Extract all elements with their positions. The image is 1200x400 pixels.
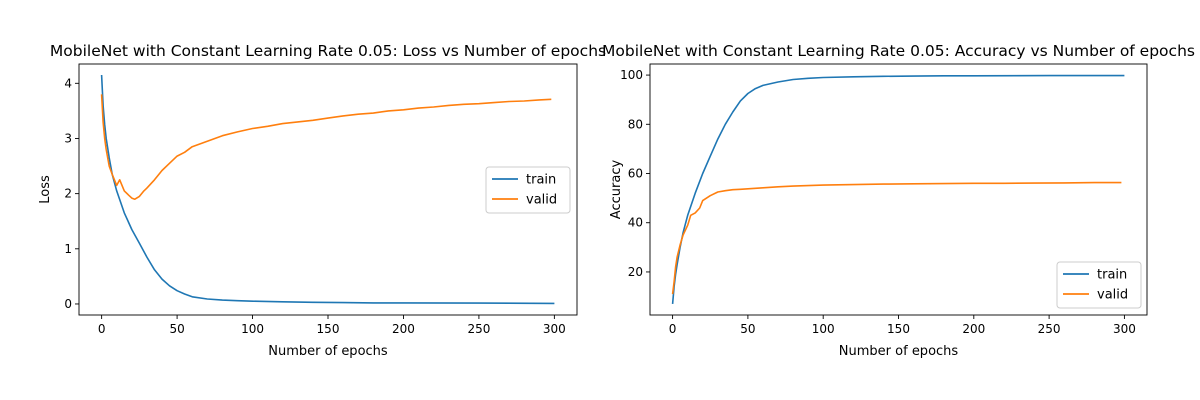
y-tick-label: 40 bbox=[628, 216, 643, 230]
y-tick-label: 0 bbox=[64, 297, 72, 311]
legend-label-train: train bbox=[526, 173, 556, 188]
x-tick-label: 300 bbox=[1113, 322, 1136, 336]
x-tick-label: 200 bbox=[962, 322, 985, 336]
x-tick-label: 150 bbox=[317, 322, 340, 336]
x-tick-label: 0 bbox=[669, 322, 677, 336]
series-line-valid bbox=[671, 181, 1122, 295]
x-axis-label: Number of epochs bbox=[268, 344, 388, 359]
legend: train valid bbox=[1056, 261, 1142, 309]
x-tick-label: 0 bbox=[98, 322, 106, 336]
legend-label-train: train bbox=[1097, 268, 1127, 283]
chart-0: 0 50 100 150 200 250 300 0 1 2 3 4 Number of epochs L… bbox=[38, 42, 606, 359]
y-tick-label: 100 bbox=[620, 68, 643, 82]
chart-1: 0 50 100 150 200 250 300 20 40 60 80 100 Number of e… bbox=[602, 42, 1195, 359]
legend-label-valid: valid bbox=[526, 193, 557, 208]
x-tick-label: 250 bbox=[467, 322, 490, 336]
x-tick-label: 150 bbox=[887, 322, 910, 336]
x-tick-label: 200 bbox=[392, 322, 415, 336]
series-line-valid bbox=[100, 94, 552, 200]
y-axis-label: Accuracy bbox=[609, 160, 624, 220]
legend-label-valid: valid bbox=[1097, 288, 1128, 303]
x-tick-label: 50 bbox=[169, 322, 184, 336]
y-tick-label: 80 bbox=[628, 117, 643, 131]
y-tick-label: 3 bbox=[64, 131, 72, 145]
y-tick-label: 2 bbox=[64, 187, 72, 201]
x-tick-label: 100 bbox=[241, 322, 264, 336]
series-line-train bbox=[100, 74, 555, 305]
y-tick-label: 60 bbox=[628, 167, 643, 181]
chart-title: MobileNet with Constant Learning Rate 0.… bbox=[50, 42, 606, 60]
legend: train valid bbox=[485, 166, 571, 214]
x-tick-label: 100 bbox=[812, 322, 835, 336]
x-tick-label: 50 bbox=[740, 322, 755, 336]
x-tick-label: 300 bbox=[543, 322, 566, 336]
chart-title: MobileNet with Constant Learning Rate 0.… bbox=[602, 42, 1195, 60]
y-tick-label: 1 bbox=[64, 242, 72, 256]
x-tick-label: 250 bbox=[1038, 322, 1061, 336]
y-tick-label: 4 bbox=[64, 76, 72, 90]
y-axis-label: Loss bbox=[38, 175, 53, 204]
x-axis-label: Number of epochs bbox=[839, 344, 959, 359]
y-tick-label: 20 bbox=[628, 265, 643, 279]
